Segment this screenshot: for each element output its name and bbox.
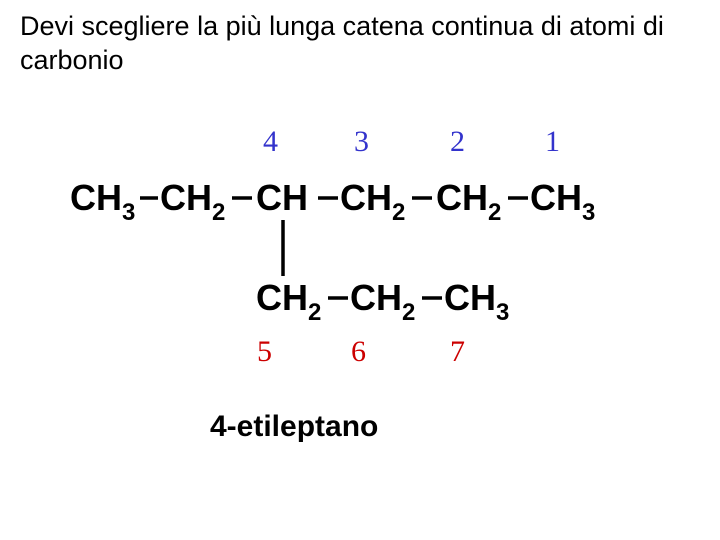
svg-text:CH2: CH2 bbox=[436, 177, 501, 226]
svg-text:CH2: CH2 bbox=[340, 177, 405, 226]
svg-text:CH3: CH3 bbox=[444, 277, 509, 326]
svg-text:CH2: CH2 bbox=[256, 277, 321, 326]
svg-text:CH3: CH3 bbox=[70, 177, 135, 226]
chemistry-slide: Devi scegliere la più lunga catena conti… bbox=[0, 0, 720, 540]
compound-name: 4-etileptano bbox=[210, 410, 378, 444]
svg-text:CH2: CH2 bbox=[350, 277, 415, 326]
svg-text:CH3: CH3 bbox=[530, 177, 595, 226]
svg-text:CH2: CH2 bbox=[160, 177, 225, 226]
svg-text:CH: CH bbox=[256, 177, 308, 218]
molecule-structure: CH3 CH2 CH CH2 CH2 CH3 CH2 CH2 CH3 bbox=[0, 0, 720, 540]
